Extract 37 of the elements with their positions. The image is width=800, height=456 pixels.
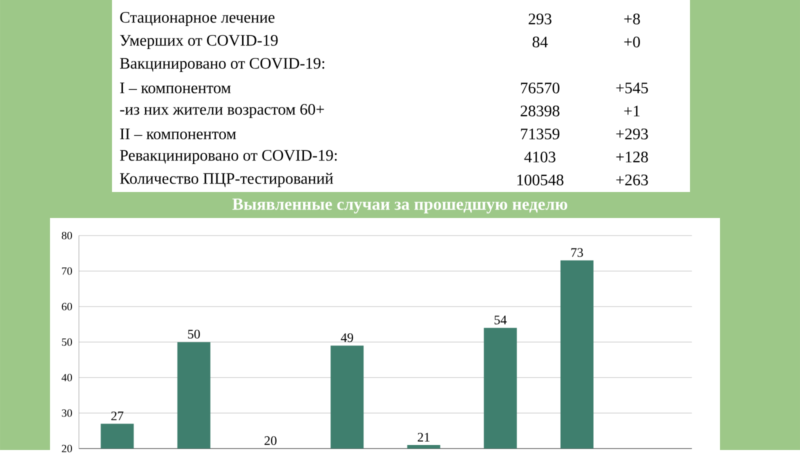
text: 84 [532,36,548,48]
data-label: 73 [571,248,583,258]
text: +8 [624,14,640,25]
text: 71359 [521,128,560,140]
y-tick-label: 60 [62,303,72,310]
data-label: 49 [340,334,354,342]
y-tick-label: 30 [62,410,72,417]
y-tick-label: 20 [62,445,72,452]
text: I – компонентом [120,82,231,94]
text: 76570 [521,82,560,94]
data-label: 50 [188,330,200,339]
text: 293 [528,14,552,25]
text: -из них жители возрастом 60+ [120,104,324,118]
text: 4103 [524,152,556,163]
text: +545 [616,82,648,94]
text: Количество ПЦР-тестирований [120,173,334,188]
text: Ревакцинировано от COVID-19: [120,150,337,164]
chart-title: Выявленные случаи за прошедшую неделю [232,198,568,214]
y-tick-label: 40 [62,374,72,382]
text: Стационарное лечение [120,12,274,26]
y-tick-label: 70 [62,268,72,275]
data-label: 54 [494,316,507,325]
text: +0 [624,36,640,48]
y-tick-label: 80 [62,232,72,240]
text: Вакцинировано от COVID-19: [120,58,324,72]
text: +293 [616,128,648,140]
text: Умерших от COVID-19 [120,35,278,50]
text: 100548 [517,174,564,186]
text: +263 [616,174,648,186]
text: +128 [616,152,648,163]
data-label: 27 [111,412,124,420]
data-label: 21 [418,433,430,442]
text: II – компонентом [120,128,236,140]
text: 28398 [520,106,560,117]
data-label: 20 [264,436,276,446]
y-tick-label: 50 [62,338,72,346]
text: +1 [624,106,640,116]
